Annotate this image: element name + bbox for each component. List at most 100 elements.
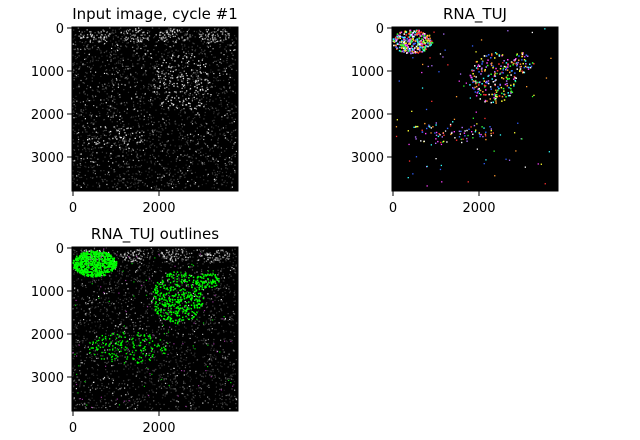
- input-image-pixel: [219, 69, 221, 71]
- input-image-pixel: [84, 118, 86, 120]
- rna-label-pixel: [467, 134, 469, 137]
- outlines-image-pixel: [117, 297, 119, 299]
- outlines-image-pixel: [206, 247, 208, 250]
- rna-label-pixel: [425, 38, 427, 40]
- input-image-pixel: [120, 180, 122, 182]
- outlines-image-pixel: [233, 381, 236, 383]
- input-image-pixel: [199, 62, 201, 64]
- input-image-pixel: [223, 54, 225, 56]
- outlines-image-pixel: [197, 310, 200, 312]
- input-image-pixel: [83, 124, 85, 126]
- input-image-pixel: [117, 86, 119, 88]
- input-image-pixel: [167, 33, 170, 35]
- input-image-pixel: [201, 33, 203, 36]
- input-image-pixel: [198, 149, 200, 151]
- input-image-pixel: [129, 133, 132, 135]
- input-image-pixel: [224, 180, 226, 182]
- input-image-pixel: [106, 84, 108, 86]
- outlines-image-pixel: [190, 406, 192, 409]
- input-image-pixel: [107, 105, 109, 107]
- outlines-image-pixel: [115, 387, 117, 389]
- input-image-pixel: [224, 34, 227, 36]
- input-image-pixel: [144, 183, 146, 185]
- rna-label-pixel: [485, 80, 488, 83]
- rna-label-pixel: [516, 54, 518, 56]
- input-image-pixel: [228, 35, 230, 37]
- outlines-image-pixel: [96, 404, 98, 406]
- outlines-image-pixel: [105, 247, 107, 249]
- input-image-pixel: [91, 89, 93, 91]
- outlines-image-pixel: [107, 267, 109, 269]
- input-image-pixel: [125, 45, 127, 47]
- input-image-pixel: [103, 119, 105, 121]
- outlines-image-pixel: [181, 392, 183, 395]
- outlines-image-pixel: [85, 339, 87, 341]
- input-image-pixel: [203, 162, 205, 164]
- outlines-image-pixel: [231, 388, 233, 390]
- rna-label-pixel: [427, 38, 430, 40]
- outlines-image-pixel: [89, 281, 91, 283]
- rna-label-pixel: [505, 158, 507, 160]
- outlines-image-pixel: [218, 272, 220, 274]
- input-image-pixel: [151, 103, 153, 105]
- outlines-image-pixel: [85, 373, 87, 375]
- input-image-pixel: [220, 31, 222, 33]
- input-image-pixel: [138, 115, 140, 117]
- rna-label-pixel: [475, 76, 477, 78]
- outlines-image-pixel: [88, 297, 90, 299]
- outlines-image-pixel: [99, 379, 101, 381]
- outlines-image-pixel: [186, 372, 188, 375]
- input-image-pixel: [144, 60, 146, 63]
- input-image-pixel: [206, 73, 208, 75]
- outlines-image-pixel: [205, 339, 207, 341]
- outlines-image-pixel: [129, 344, 131, 346]
- input-image-pixel: [176, 34, 178, 36]
- input-image-pixel: [224, 70, 226, 73]
- input-image-pixel: [119, 111, 121, 114]
- input-image-pixel: [199, 95, 201, 97]
- input-image-pixel: [219, 97, 221, 99]
- input-image-pixel: [89, 61, 91, 64]
- input-image-pixel: [182, 167, 184, 169]
- input-image-pixel: [197, 75, 199, 77]
- rna-label-pixel: [510, 90, 513, 92]
- outlines-image-pixel: [100, 297, 102, 299]
- outlines-image-pixel: [198, 320, 200, 322]
- input-image-pixel: [155, 34, 157, 36]
- input-image-pixel: [208, 160, 210, 162]
- rna-label-pixel: [397, 34, 400, 37]
- input-image-pixel: [114, 108, 116, 110]
- outlines-image-pixel: [232, 324, 234, 326]
- input-image-pixel: [217, 160, 219, 162]
- input-image-pixel: [171, 83, 173, 85]
- input-image-pixel: [154, 98, 156, 100]
- outlines-image-pixel: [185, 357, 188, 359]
- input-image-pixel: [108, 33, 111, 35]
- input-image-pixel: [158, 93, 161, 95]
- input-image-pixel: [171, 130, 173, 132]
- input-image-pixel: [90, 33, 92, 35]
- input-image-pixel: [111, 121, 113, 123]
- input-image-pixel: [137, 141, 139, 143]
- input-image-pixel: [148, 31, 150, 33]
- input-image-pixel: [77, 171, 79, 173]
- rna-label-pixel: [428, 35, 430, 37]
- outlines-image-pixel: [144, 406, 146, 408]
- input-image-pixel: [230, 163, 233, 165]
- input-image-pixel: [202, 93, 204, 96]
- input-image-pixel: [200, 78, 203, 81]
- input-image-pixel: [186, 142, 189, 144]
- input-image-pixel: [201, 125, 203, 127]
- outlines-image-pixel: [137, 318, 139, 320]
- input-image-pixel: [94, 147, 96, 149]
- rna-label-pixel: [425, 108, 428, 111]
- input-image-pixel: [217, 35, 219, 37]
- rna-label-pixel: [418, 29, 420, 32]
- input-image-pixel: [132, 55, 134, 57]
- input-image-pixel: [106, 40, 108, 43]
- input-image-pixel: [73, 117, 75, 119]
- outlines-image-pixel: [131, 335, 133, 337]
- rna-label-pixel: [470, 126, 472, 128]
- outlines-image-pixel: [138, 386, 140, 388]
- input-image-pixel: [138, 181, 140, 183]
